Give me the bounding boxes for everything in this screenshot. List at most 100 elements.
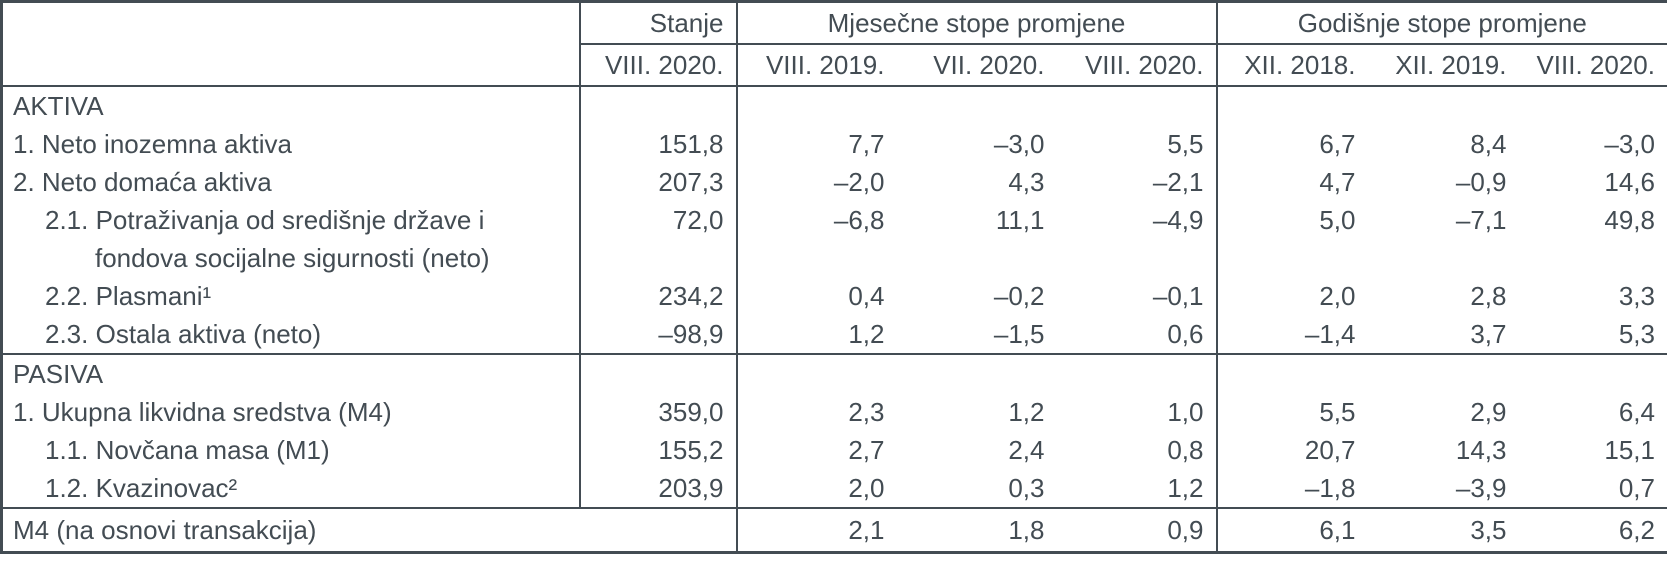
value-cell: –2,1 [1056,163,1218,201]
value-cell [1367,85,1519,125]
value-cell: 15,1 [1604,435,1655,465]
row-label: PASIVA [1,353,581,393]
row-label: 2. Neto domaća aktiva [1,163,581,201]
row-label: 1. Ukupna likvidna sredstva (M4) [1,393,581,431]
value-cell: 2,7 [848,435,885,465]
value-cell: 6,4 [1618,397,1655,427]
value-cell: 151,8 [579,125,738,163]
monthly-period-header: VIII. 2020. [1056,44,1218,87]
value-cell: 0,4 [848,281,885,311]
table-row: 1. Ukupna likvidna sredstva (M4) 359,0 2,3… [1,393,1667,431]
yearly-period-header: XII. 2018. [1216,44,1368,87]
value-cell: –1,4 [1304,319,1356,349]
value-cell [896,85,1057,125]
yearly-period-header: VIII. 2020. [1518,44,1667,87]
value-cell: –1,5 [993,319,1045,349]
row-label: 2.2. Plasmani¹ [1,277,581,315]
value-cell: 5,3 [1618,319,1655,349]
value-cell: 234,2 [579,277,738,315]
value-cell: 359,0 [579,393,738,431]
value-cell [579,85,738,125]
value-cell [1056,85,1218,125]
value-cell: 0,7 [1618,473,1655,503]
total-row: M4 (na osnovi transakcija) 2,1 1,8 0,9 6,1 3,… [1,507,1667,553]
value-cell [1518,85,1667,125]
table-body: AKTIVA 1. Neto inozemna aktiva 151,8 7,7 –3,… [1,85,1667,553]
value-cell: 2,4 [1008,435,1045,465]
value-cell: –0,9 [1455,167,1507,197]
value-cell: 0,9 [1056,507,1218,553]
value-cell: 2,9 [1470,397,1507,427]
value-cell: 72,0 [579,201,738,277]
table-row: 2.3. Ostala aktiva (neto) –98,9 1,2 –1,5 0,6… [1,315,1667,354]
value-cell: 11,1 [995,205,1045,235]
value-cell: 0,8 [1056,431,1218,469]
value-cell [1216,85,1368,125]
label-column-header [1,1,581,87]
value-cell: –3,0 [993,129,1045,159]
value-cell [1056,353,1218,393]
value-cell: 3,5 [1367,507,1519,553]
value-cell: 7,7 [848,129,885,159]
value-cell [896,353,1057,393]
value-cell: 207,3 [579,163,738,201]
value-cell: 14,6 [1604,167,1655,197]
value-cell: –98,9 [579,315,738,354]
value-cell [1216,353,1368,393]
value-cell: 2,8 [1470,281,1507,311]
value-cell: –4,9 [1056,201,1218,277]
table-row: 1.1. Novčana masa (M1) 155,2 2,7 2,4 0,8 20,7… [1,431,1667,469]
value-cell: 2,3 [848,397,885,427]
table-row: 2.2. Plasmani¹ 234,2 0,4 –0,2 –0,1 2,0 2,8 3,3 [1,277,1667,315]
value-cell: 1,2 [1056,469,1218,508]
header-period-row: VIII. 2020. VIII. 2019. VII. 2020. VIII.… [2,44,1667,87]
table-row: 1.2. Kvazinovac² 203,9 2,0 0,3 1,2 –1,8 –3,9 0,… [1,469,1667,508]
value-cell: 3,3 [1618,281,1655,311]
yearly-period-header: XII. 2019. [1367,44,1519,87]
section-row: PASIVA [1,353,1667,393]
value-cell: –6,8 [833,205,885,235]
table-row: 2. Neto domaća aktiva 207,3 –2,0 4,3 –2,1 4,7… [1,163,1667,201]
row-label: M4 (na osnovi transakcija) [1,507,738,553]
table-header: Stanje Mjesečne stope promjene Godišnje … [1,1,1667,87]
value-cell: 4,3 [1008,167,1045,197]
value-cell: 1,2 [1008,397,1045,427]
row-label: 1.2. Kvazinovac² [1,469,581,508]
value-cell: 5,0 [1319,205,1356,235]
value-cell [1518,353,1667,393]
value-cell: 49,8 [1604,205,1655,235]
value-cell: 5,5 [1319,397,1356,427]
value-cell: 6,1 [1216,507,1368,553]
value-cell: 2,1 [736,507,897,553]
monthly-period-header: VIII. 2019. [736,44,897,87]
value-cell [736,353,897,393]
value-cell [579,353,738,393]
value-cell: –0,2 [993,281,1045,311]
value-cell: –3,9 [1455,473,1507,503]
value-cell: 1,8 [896,507,1057,553]
value-cell: 155,2 [579,431,738,469]
value-cell: –7,1 [1455,205,1507,235]
value-cell [1367,353,1519,393]
value-cell: 5,5 [1056,125,1218,163]
row-label: AKTIVA [1,85,581,125]
value-cell: 14,3 [1455,435,1507,465]
value-cell [736,85,897,125]
table-row: 1. Neto inozemna aktiva 151,8 7,7 –3,0 5,5 6,… [1,125,1667,163]
yearly-group-header: Godišnje stope promjene [1216,1,1667,45]
value-cell: 6,2 [1518,507,1667,553]
value-cell: 0,3 [1008,473,1045,503]
value-cell: 20,7 [1304,435,1356,465]
value-cell: –0,1 [1056,277,1218,315]
value-cell: 2,0 [1319,281,1356,311]
value-cell: –2,0 [833,167,885,197]
monthly-group-header: Mjesečne stope promjene [736,1,1218,45]
value-cell: 1,2 [848,319,885,349]
monetary-statistics-table: Stanje Mjesečne stope promjene Godišnje … [0,0,1667,554]
row-label: 1.1. Novčana masa (M1) [1,431,581,469]
value-cell: 2,0 [848,473,885,503]
value-cell: 8,4 [1470,129,1507,159]
value-cell: –3,0 [1604,129,1655,159]
row-label: 1. Neto inozemna aktiva [1,125,581,163]
value-cell: –1,8 [1304,473,1356,503]
